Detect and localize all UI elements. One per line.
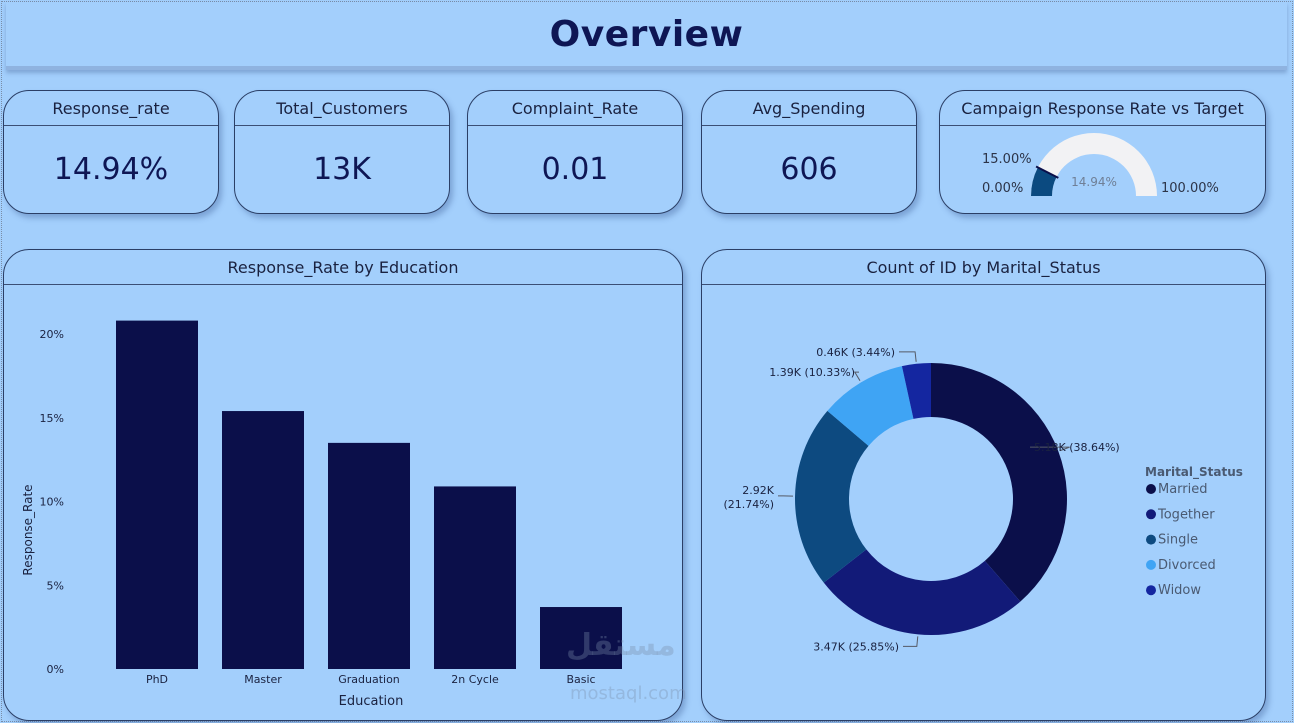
legend-item-married[interactable]: Married: [1158, 482, 1208, 497]
bar-phd[interactable]: [116, 320, 198, 669]
data-label: 5.18K (38.64%): [1034, 441, 1120, 454]
bar-graduation[interactable]: [328, 442, 410, 669]
bar-2n-cycle[interactable]: [434, 486, 516, 669]
gauge-track: [1031, 133, 1157, 196]
gauge-target-label: 15.00%: [982, 152, 1032, 167]
bar-chart-title: Response_Rate by Education: [4, 250, 682, 285]
legend-marker: [1146, 559, 1156, 570]
y-tick-label: 5%: [47, 579, 64, 592]
kpi-value: 13K: [313, 151, 371, 187]
gauge-card[interactable]: Campaign Response Rate vs Target 0.00% 1…: [939, 90, 1266, 214]
legend-marker: [1146, 484, 1156, 494]
x-tick-label: Master: [244, 673, 282, 686]
bar-chart-xlabel: Education: [339, 694, 404, 709]
slice-single[interactable]: [795, 410, 869, 583]
slice-married[interactable]: [931, 363, 1067, 602]
y-tick-label: 0%: [47, 663, 64, 676]
bar-master[interactable]: [222, 411, 304, 669]
bar-chart-card[interactable]: Response_Rate by Education Response_Rate…: [3, 249, 683, 721]
donut-chart-card[interactable]: Count of ID by Marital_Status 5.18K (38.…: [701, 249, 1266, 721]
gauge-value-label: 14.94%: [1071, 175, 1117, 189]
data-label: 2.92K: [742, 484, 774, 497]
kpi-card-total-customers[interactable]: Total_Customers 13K: [234, 90, 450, 214]
kpi-value: 14.94%: [53, 151, 169, 187]
slice-widow[interactable]: [901, 363, 931, 419]
y-tick-label: 15%: [40, 412, 64, 425]
slice-divorced[interactable]: [827, 366, 914, 446]
gauge-chart: 0.00% 100.00% 15.00% 14.94%: [982, 133, 1219, 196]
gauge-min-label: 0.00%: [982, 181, 1023, 196]
x-tick-label: 2n Cycle: [451, 673, 499, 686]
gauge-max-label: 100.00%: [1161, 181, 1219, 196]
y-tick-label: 20%: [40, 328, 64, 341]
x-tick-label: Graduation: [338, 673, 400, 686]
slice-together[interactable]: [823, 549, 1021, 635]
kpi-card-complaint-rate[interactable]: Complaint_Rate 0.01: [467, 90, 683, 214]
legend-marker: [1146, 534, 1156, 545]
x-tick-label: Basic: [566, 673, 595, 686]
legend-marker: [1146, 585, 1156, 596]
kpi-title: Complaint_Rate: [468, 91, 682, 126]
leader-line: [903, 636, 919, 647]
bar-chart: Response_Rate Education 0% 5% 10% 15% 20% Ph…: [21, 320, 622, 709]
kpi-card-response-rate[interactable]: Response_rate 14.94%: [3, 90, 219, 214]
legend-marker: [1146, 509, 1156, 520]
page-header: Overview: [6, 2, 1287, 70]
bar-chart-ylabel: Response_Rate: [21, 484, 35, 575]
kpi-value: 606: [780, 151, 838, 187]
data-label: 3.47K (25.85%): [813, 640, 899, 653]
gauge-title: Campaign Response Rate vs Target: [940, 91, 1265, 126]
gauge-target-marker: [1035, 165, 1059, 179]
leader-line: [853, 371, 861, 381]
x-tick-label: PhD: [146, 673, 168, 686]
kpi-value: 0.01: [541, 151, 609, 187]
leader-line: [899, 351, 917, 362]
legend-item-single[interactable]: Single: [1158, 533, 1198, 548]
kpi-title: Total_Customers: [235, 91, 449, 126]
kpi-title: Response_rate: [4, 91, 218, 126]
donut-chart-title: Count of ID by Marital_Status: [702, 250, 1265, 285]
bar-basic[interactable]: [540, 607, 622, 669]
legend-item-widow[interactable]: Widow: [1158, 583, 1201, 598]
leader-line: [1030, 446, 1070, 452]
page-title: Overview: [549, 13, 744, 55]
kpi-card-avg-spending[interactable]: Avg_Spending 606: [701, 90, 917, 214]
donut-chart: 5.18K (38.64%) 3.47K (25.85%) 2.92K(21.74%…: [723, 346, 1243, 653]
kpi-title: Avg_Spending: [702, 91, 916, 126]
data-label: 1.39K (10.33%): [769, 366, 855, 379]
data-label: 0.46K (3.44%): [816, 346, 895, 359]
legend-item-divorced[interactable]: Divorced: [1158, 558, 1216, 573]
data-label: (21.74%): [723, 498, 774, 511]
legend-item-together[interactable]: Together: [1157, 507, 1215, 522]
legend-title: Marital_Status: [1145, 465, 1243, 480]
watermark-logo: مستقل: [566, 628, 676, 663]
watermark-url: mostaql.com: [570, 683, 687, 704]
y-tick-label: 10%: [40, 496, 64, 509]
